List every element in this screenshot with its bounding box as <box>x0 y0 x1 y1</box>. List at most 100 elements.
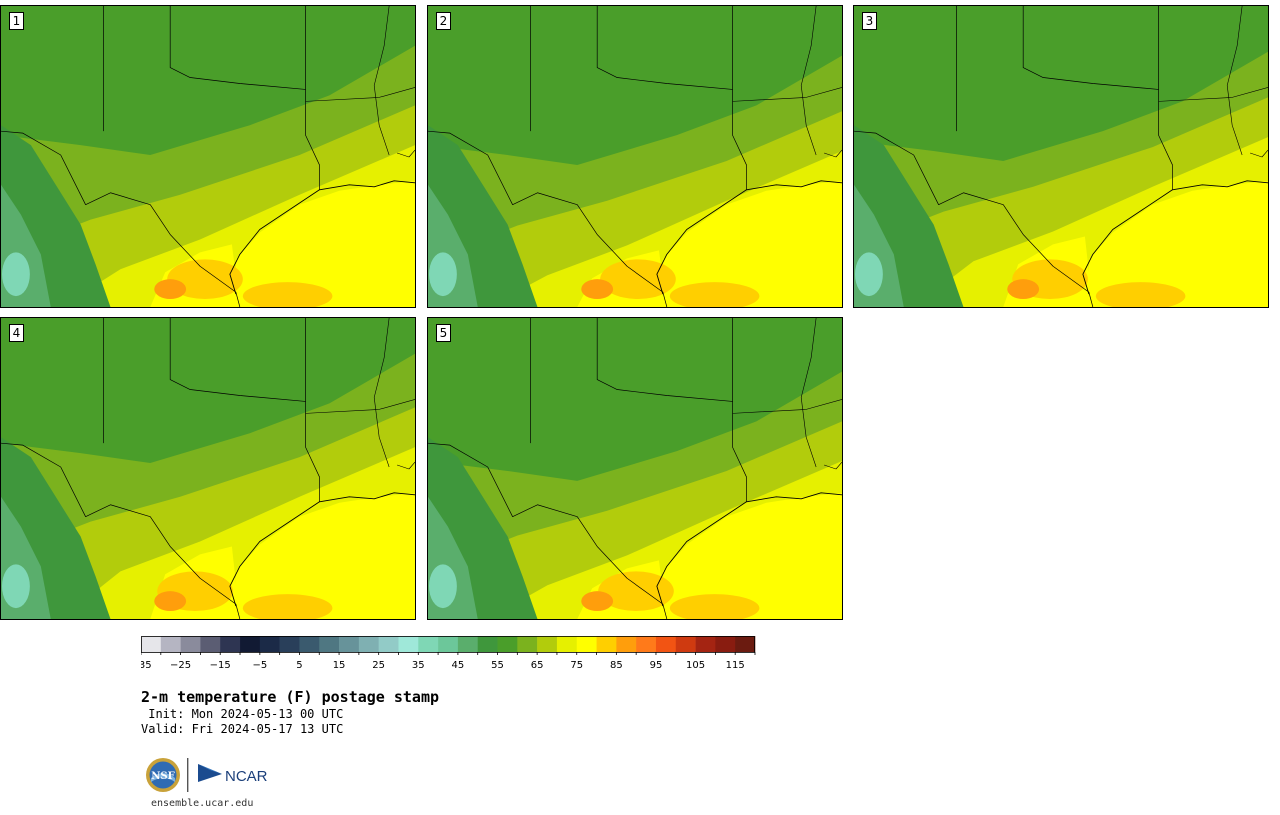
colorbar-tick-label: 115 <box>726 660 745 671</box>
colorbar-bin <box>259 636 280 652</box>
cool-band <box>428 6 842 165</box>
hot-spot-90 <box>154 279 187 300</box>
map-panel-4: 4 <box>0 317 416 620</box>
colorbar-bin <box>695 636 716 652</box>
ok-border <box>169 6 306 90</box>
nsf-logo-text: NSF <box>151 771 174 782</box>
gulf-water <box>235 492 415 619</box>
gulf-coastline <box>656 492 842 607</box>
gulf-coastline <box>1082 180 1268 295</box>
map-panel-5: 5 <box>427 317 843 620</box>
us-mexico-border <box>854 130 1094 307</box>
coastal-warm-85 <box>242 282 333 307</box>
hot-spot-90 <box>154 591 187 612</box>
tx-la-border <box>1158 89 1173 190</box>
tx-la-border <box>305 401 320 502</box>
colorbar-bin <box>378 636 399 652</box>
delta-coast <box>396 461 415 470</box>
colorbar-bin <box>240 636 261 652</box>
ok-border <box>169 318 306 402</box>
panel-number-2: 2 <box>436 12 451 30</box>
hot-spot-90 <box>1007 279 1040 300</box>
nsf-logo: NSF <box>146 758 180 792</box>
temperature-colorbar: −35 −25 −15 −5 5 15 25 35 45 55 65 75 85 95 105 115 <box>141 636 756 671</box>
peak-cold <box>428 564 457 609</box>
colorbar-tick-label: 35 <box>412 660 425 671</box>
colorbar-tick-label: −5 <box>252 660 267 671</box>
delta-coast <box>1249 149 1268 158</box>
tx-la-border <box>732 401 747 502</box>
map-svg-5 <box>428 318 842 619</box>
hot-spot-85 <box>598 571 674 612</box>
colorbar-bin <box>319 636 340 652</box>
hot-spot-90 <box>581 591 614 612</box>
colorbar-tick-label: 105 <box>686 660 705 671</box>
coastal-warm-85 <box>242 594 333 619</box>
us-mexico-border <box>1 442 241 619</box>
gulf-coastline <box>656 180 842 295</box>
colorbar-bin <box>141 636 162 652</box>
gulf-coastline <box>229 180 415 295</box>
ar-border <box>1158 87 1268 102</box>
colorbar-tick-label: −35 <box>141 660 152 671</box>
colorbar-bin <box>675 636 696 652</box>
peak-cold <box>854 252 883 297</box>
panel-number-5: 5 <box>436 324 451 342</box>
gulf-water <box>662 492 842 619</box>
colorbar-bin <box>517 636 538 652</box>
colorbar-tick-label: 55 <box>491 660 504 671</box>
colorbar-bin <box>556 636 578 652</box>
map-panel-1: 1 <box>0 5 416 308</box>
mississippi-river <box>1226 6 1243 156</box>
peak-cold <box>1 252 30 297</box>
colorbar-bin <box>477 636 498 652</box>
mississippi-river <box>800 318 817 468</box>
colorbar-tick-label: 25 <box>372 660 385 671</box>
ok-border <box>596 6 733 90</box>
delta-coast <box>396 149 415 158</box>
cool-band <box>854 6 1268 161</box>
mississippi-river <box>373 6 390 156</box>
ar-border <box>305 87 415 102</box>
colorbar-bin <box>616 636 637 652</box>
mississippi-river <box>800 6 817 156</box>
gulf-water <box>1088 180 1268 307</box>
peak-cold <box>1 564 30 609</box>
valid-time: Valid: Fri 2024-05-17 13 UTC <box>141 722 344 736</box>
tx-la-border <box>305 89 320 190</box>
panel-number-3: 3 <box>862 12 877 30</box>
map-panel-3: 3 <box>853 5 1269 308</box>
mississippi-river <box>373 318 390 468</box>
colorbar-bin <box>537 636 558 652</box>
colorbar-tick-label: 75 <box>570 660 583 671</box>
colorbar-bin <box>299 636 320 652</box>
hot-spot-85 <box>600 259 676 300</box>
colorbar-tick-label: 85 <box>610 660 623 671</box>
peak-cold <box>428 252 457 297</box>
colorbar-bin <box>576 636 597 652</box>
ncar-logo-text: NCAR <box>225 768 268 785</box>
coastal-warm-85 <box>669 594 760 619</box>
colorbar-bin <box>715 636 736 652</box>
colorbar-tick-label: 5 <box>296 660 302 671</box>
gulf-coastline <box>229 492 415 607</box>
delta-coast <box>823 149 842 158</box>
map-svg-3 <box>854 6 1268 307</box>
colorbar-bin <box>279 636 300 652</box>
us-mexico-border <box>1 130 241 307</box>
colorbar-tick-label: 95 <box>650 660 663 671</box>
colorbar-bin <box>220 636 241 652</box>
colorbar-bin <box>636 636 657 652</box>
colorbar-bin <box>438 636 459 652</box>
gulf-water <box>662 180 842 307</box>
colorbar-bin <box>160 636 181 652</box>
tx-la-border <box>732 89 747 190</box>
gulf-water <box>235 180 415 307</box>
colorbar-bin <box>339 636 360 652</box>
colorbar-bin <box>418 636 439 652</box>
ar-border <box>732 399 842 414</box>
colorbar-frame <box>141 636 755 653</box>
footer-url: ensemble.ucar.edu <box>151 798 254 809</box>
colorbar-bin <box>457 636 479 652</box>
colorbar-bin <box>735 636 756 652</box>
